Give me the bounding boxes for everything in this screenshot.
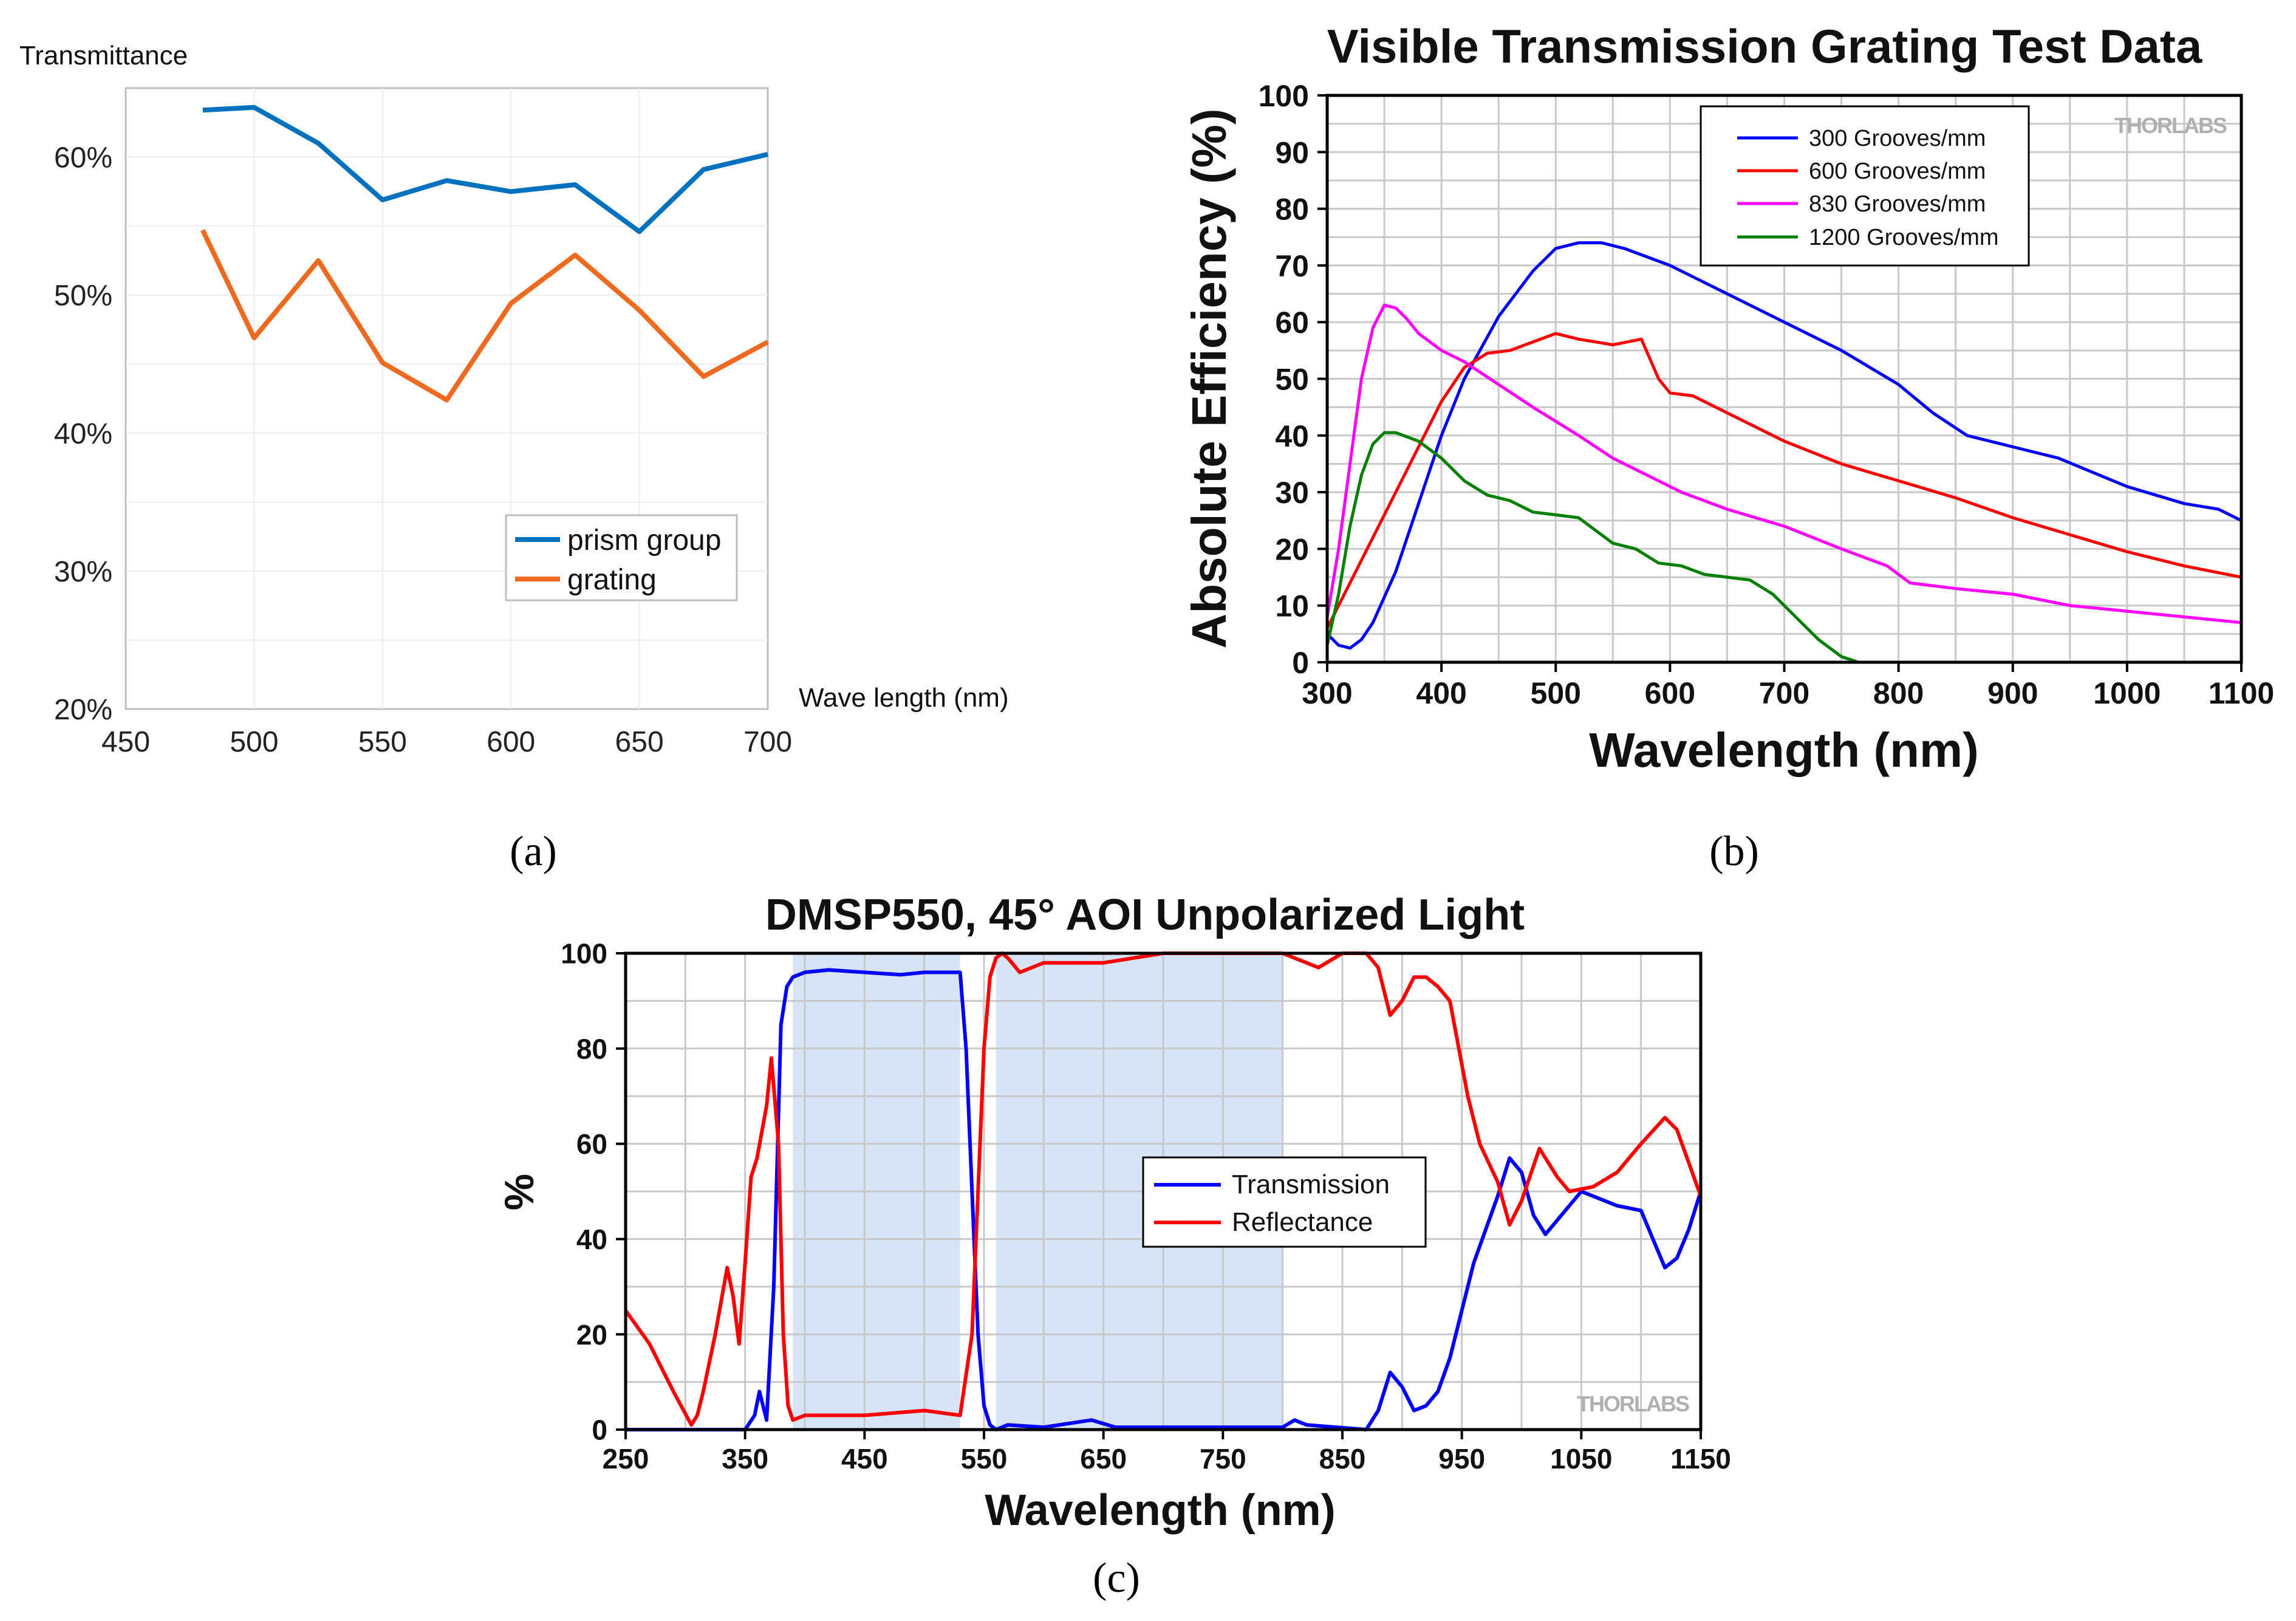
panel-c-x-tick-label: 950 <box>1438 1443 1485 1475</box>
panel-a-y-tick-label: 50% <box>54 280 112 312</box>
panel-b-y-tick-label: 70 <box>1275 249 1309 283</box>
panel-c-x-tick-label: 1150 <box>1670 1443 1731 1475</box>
panel-b-y-tick-label: 60 <box>1275 306 1309 340</box>
panel-c-series-transmission <box>626 968 1703 1431</box>
panel-b-x-tick-label: 800 <box>1873 676 1924 710</box>
panel-c-legend: Transmission Reflectance <box>1142 1156 1427 1248</box>
legend-label-prism-group: prism group <box>567 524 721 557</box>
panel-c-x-tick-label: 750 <box>1200 1443 1246 1475</box>
panel-b-series-830-grooves-mm <box>1325 303 2242 625</box>
panel-c-y-tick-label: 60 <box>576 1128 607 1160</box>
panel-b-watermark: THORLABS <box>2114 113 2227 138</box>
legend-label-1200: 1200 Grooves/mm <box>1809 225 1999 250</box>
panel-a-legend: prism group grating <box>505 514 738 601</box>
panel-a-x-tick-label: 550 <box>358 726 407 758</box>
panel-c-x-axis-label: Wavelength (nm) <box>985 1486 1335 1535</box>
panel-b-x-tick-label: 300 <box>1302 676 1352 710</box>
panel-a-y-tick-label: 20% <box>54 694 112 726</box>
panel-b-x-tick-label: 500 <box>1531 676 1581 710</box>
panel-a-x-tick-label: 500 <box>230 726 278 758</box>
panel-c-title: DMSP550, 45° AOI Unpolarized Light <box>765 891 1525 939</box>
panel-b-y-tick-label: 80 <box>1275 193 1309 227</box>
panel-c-y-axis-label: % <box>496 1174 542 1210</box>
panel-a-x-tick-label: 600 <box>487 726 535 758</box>
panel-b-y-axis-label: Absolute Efficiency (%) <box>1182 108 1236 648</box>
panel-c-y-tick-label: 80 <box>576 1033 607 1064</box>
panel-c-x-tick-label: 850 <box>1319 1443 1366 1475</box>
legend-label-grating: grating <box>567 564 657 596</box>
panel-b-legend: 300 Grooves/mm 600 Grooves/mm 830 Groove… <box>1700 105 2030 267</box>
legend-label-600: 600 Grooves/mm <box>1809 159 1986 184</box>
panel-a-x-tick-label: 450 <box>101 726 150 758</box>
panel-a-y-tick-label: 60% <box>54 142 112 174</box>
panel-b-y-tick-label: 90 <box>1275 135 1309 170</box>
panel-a-x-tick-label: 700 <box>743 726 792 758</box>
panel-b-series-1200-grooves-mm <box>1325 431 1859 664</box>
panel-b-y-tick-label: 20 <box>1275 532 1309 566</box>
panel-a-caption: (a) <box>510 828 557 875</box>
panel-a-chart: 450 500 550 600 650 700 20% 30% 40% 50% 60% Trans… <box>19 41 1009 875</box>
legend-label-transmission: Transmission <box>1232 1170 1390 1199</box>
panel-b-y-tick-label: 30 <box>1275 476 1309 510</box>
panel-a-y-tick-label: 40% <box>54 418 112 450</box>
panel-b-chart: Visible Transmission Grating Test Data T… <box>1182 19 2274 875</box>
panel-b-y-tick-label: 40 <box>1275 419 1309 453</box>
panel-c-watermark: THORLABS <box>1577 1391 1689 1416</box>
panel-c-x-tick-label: 550 <box>961 1443 1008 1475</box>
legend-label-reflectance: Reflectance <box>1232 1207 1373 1237</box>
legend-label-300: 300 Grooves/mm <box>1809 126 1986 151</box>
panel-c-y-tick-label: 0 <box>592 1414 607 1446</box>
panel-b-title: Visible Transmission Grating Test Data <box>1327 19 2202 73</box>
panel-b-y-tick-label: 10 <box>1275 589 1309 623</box>
panel-a-x-axis-label: Wave length (nm) <box>799 683 1009 713</box>
panel-b-x-tick-label: 1000 <box>2093 676 2161 710</box>
panel-a-series-grating <box>200 229 769 403</box>
panel-b-series-300-grooves-mm <box>1326 241 2243 650</box>
panel-b-caption: (b) <box>1709 828 1759 875</box>
panel-a-series-prism-group <box>202 105 768 235</box>
panel-c-chart: DMSP550, 45° AOI Unpolarized Light THORL… <box>496 891 1731 1602</box>
panel-c-x-tick-label: 450 <box>841 1443 888 1475</box>
panel-a-y-tick-label: 30% <box>54 556 112 588</box>
panel-a-y-axis-label: Transmittance <box>19 41 188 70</box>
panel-b-x-axis-label: Wavelength (nm) <box>1589 723 1978 777</box>
panel-b-y-tick-label: 100 <box>1259 79 1309 113</box>
panel-a-x-tick-label: 650 <box>615 726 664 758</box>
panel-c-caption: (c) <box>1093 1555 1140 1602</box>
panel-c-y-tick-label: 20 <box>576 1319 607 1351</box>
panel-c-y-tick-label: 100 <box>561 938 607 970</box>
panel-b-x-tick-label: 700 <box>1759 676 1809 710</box>
panel-b-y-tick-label: 0 <box>1292 646 1309 680</box>
panel-c-series-reflectance <box>624 951 1703 1427</box>
legend-label-830: 830 Grooves/mm <box>1809 191 1986 217</box>
panel-b-x-tick-label: 1100 <box>2209 676 2274 710</box>
panel-b-x-tick-label: 900 <box>1987 676 2038 710</box>
panel-c-x-tick-label: 350 <box>722 1443 768 1475</box>
panel-c-x-tick-label: 1050 <box>1550 1443 1612 1475</box>
panel-b-x-tick-label: 600 <box>1645 676 1695 710</box>
panel-b-series-600-grooves-mm <box>1325 332 2242 629</box>
panel-b-x-tick-label: 400 <box>1416 676 1466 710</box>
panel-c-y-tick-label: 40 <box>576 1224 607 1255</box>
panel-b-y-tick-label: 50 <box>1275 363 1309 397</box>
panel-c-x-tick-label: 250 <box>603 1443 649 1475</box>
panel-c-x-tick-label: 650 <box>1080 1443 1127 1475</box>
